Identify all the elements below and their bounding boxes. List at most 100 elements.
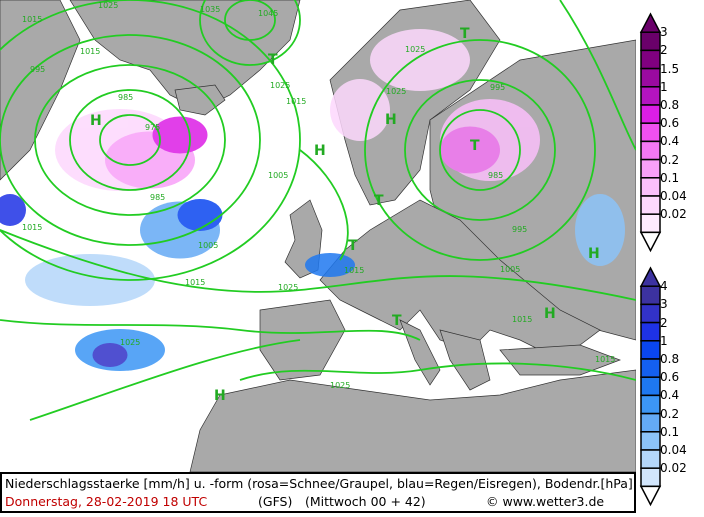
isobar bbox=[0, 0, 301, 281]
precip-area bbox=[152, 116, 208, 154]
snow-legend-value: 0.1 bbox=[660, 170, 680, 185]
rain-legend-swatch bbox=[640, 340, 661, 360]
snow-legend-swatch bbox=[640, 158, 661, 179]
low-pressure-label: T bbox=[460, 26, 470, 42]
low-pressure-label: T bbox=[374, 193, 384, 209]
isobar-label: 1035 bbox=[200, 5, 220, 14]
snow-legend-value: 0.04 bbox=[660, 189, 687, 203]
isobar-label: 1025 bbox=[386, 87, 406, 96]
isobar bbox=[439, 109, 521, 191]
rain-legend-bottom-arrow bbox=[639, 485, 662, 507]
rain-legend-value: 0.2 bbox=[660, 406, 680, 421]
high-pressure-label: H bbox=[588, 246, 600, 262]
isobar bbox=[364, 39, 596, 261]
rain-legend-swatch bbox=[640, 431, 661, 451]
rain-legend-swatch bbox=[640, 467, 661, 488]
rain-legend-value: 0.8 bbox=[660, 352, 680, 366]
italy-balkans bbox=[399, 319, 491, 391]
africa bbox=[189, 369, 636, 472]
caption-description: Niederschlagsstaerke [mm/h] u. -form (ro… bbox=[5, 476, 633, 491]
isobar bbox=[224, 0, 276, 41]
isobar-label: 995 bbox=[490, 83, 505, 92]
isobar-label: 995 bbox=[512, 225, 527, 234]
rain-legend-value: 0.02 bbox=[660, 461, 687, 476]
rain-legend-swatch bbox=[640, 321, 661, 342]
precip-area bbox=[330, 79, 390, 141]
isobar-label: 1015 bbox=[512, 315, 532, 324]
precip-area bbox=[177, 199, 223, 231]
rain-legend-swatch bbox=[640, 285, 661, 306]
isobar-label: 1045 bbox=[258, 9, 278, 18]
snow-legend-swatch bbox=[640, 86, 661, 106]
snow-legend-value: 0.6 bbox=[660, 116, 680, 131]
rain-legend-swatch bbox=[640, 449, 661, 469]
isobar bbox=[99, 114, 161, 166]
snow-legend-value: 1.5 bbox=[660, 61, 680, 76]
snow-legend-swatch bbox=[640, 195, 661, 215]
snow-legend-swatch bbox=[640, 49, 661, 70]
precip-area bbox=[0, 194, 26, 226]
isobar-label: 1015 bbox=[80, 47, 100, 56]
isobar-label: 1025 bbox=[278, 283, 298, 292]
precip-area bbox=[305, 253, 355, 277]
turkey bbox=[499, 344, 621, 376]
rain-legend-value: 3 bbox=[660, 297, 668, 312]
high-pressure-label: H bbox=[314, 143, 326, 159]
legend: 3 2 1.5 1 0.8 0.6 0.4 0.2 0.1 0.04 0.02 4 3 2 1 0.8 0.6 0… bbox=[636, 0, 704, 513]
snow-legend-value: 0.4 bbox=[660, 134, 680, 149]
isobar-label: 1005 bbox=[268, 171, 288, 180]
rain-legend-value: 4 bbox=[660, 279, 668, 294]
snow-legend-swatch bbox=[640, 122, 661, 143]
rain-legend-value: 0.1 bbox=[660, 424, 680, 439]
snow-legend-value: 0.2 bbox=[660, 152, 680, 167]
precip-area bbox=[92, 343, 128, 367]
europe bbox=[319, 199, 601, 361]
isobar-label: 985 bbox=[488, 171, 503, 180]
isobar-label: 1015 bbox=[185, 278, 205, 287]
copyright-link[interactable]: © www.wetter3.de bbox=[486, 494, 605, 509]
snow-legend-swatch bbox=[640, 140, 661, 161]
model-run: (Mittwoch 00 + 42) bbox=[305, 494, 426, 509]
isobar-label: 985 bbox=[118, 93, 133, 102]
isobar-label: 1025 bbox=[405, 45, 425, 54]
snow-legend-value: 2 bbox=[660, 43, 668, 58]
snow-legend-swatch bbox=[640, 177, 661, 197]
rain-legend-swatch bbox=[640, 303, 661, 324]
isobar-label: 1015 bbox=[595, 355, 615, 364]
isobar-label: 1015 bbox=[22, 15, 42, 24]
rain-legend-value: 2 bbox=[660, 315, 668, 330]
snow-legend-value: 1 bbox=[660, 79, 668, 94]
low-pressure-label: T bbox=[470, 138, 480, 154]
iberia bbox=[259, 299, 346, 381]
rain-legend-swatch bbox=[640, 376, 661, 397]
map-labels: 1015 1025 1035 1045 1025 995 985 975 1005 1015 102… bbox=[22, 1, 615, 404]
isobar-label: 1015 bbox=[22, 223, 42, 232]
isobar bbox=[299, 149, 349, 261]
isobar-label: 1025 bbox=[98, 1, 118, 10]
isobar bbox=[0, 319, 421, 341]
isobar bbox=[239, 362, 636, 381]
isobar-label: 1015 bbox=[286, 97, 306, 106]
rain-legend-swatch bbox=[640, 394, 661, 415]
snow-legend-swatch bbox=[640, 213, 661, 234]
high-pressure-label: H bbox=[385, 112, 397, 128]
isobar bbox=[0, 229, 636, 301]
precip-area bbox=[370, 29, 470, 91]
isobar bbox=[0, 34, 261, 246]
isobar bbox=[29, 339, 301, 421]
isobar-label: 995 bbox=[30, 65, 45, 74]
snow-legend-top-arrow bbox=[639, 12, 662, 33]
isobar-label: 1025 bbox=[330, 381, 350, 390]
isobar bbox=[404, 79, 556, 221]
isobar-label: 1025 bbox=[120, 338, 140, 347]
high-pressure-label: H bbox=[214, 388, 226, 404]
isobar-label: 1015 bbox=[344, 266, 364, 275]
rain-legend-value: 0.6 bbox=[660, 370, 680, 385]
snow-legend-swatch bbox=[640, 104, 661, 124]
high-pressure-label: H bbox=[544, 306, 556, 322]
caption-box: Niederschlagsstaerke [mm/h] u. -form (ro… bbox=[0, 472, 636, 513]
snow-legend-swatch bbox=[640, 67, 661, 88]
rain-legend-swatch bbox=[640, 412, 661, 433]
isobar-label: 1025 bbox=[270, 81, 290, 90]
colorbars bbox=[639, 12, 662, 507]
